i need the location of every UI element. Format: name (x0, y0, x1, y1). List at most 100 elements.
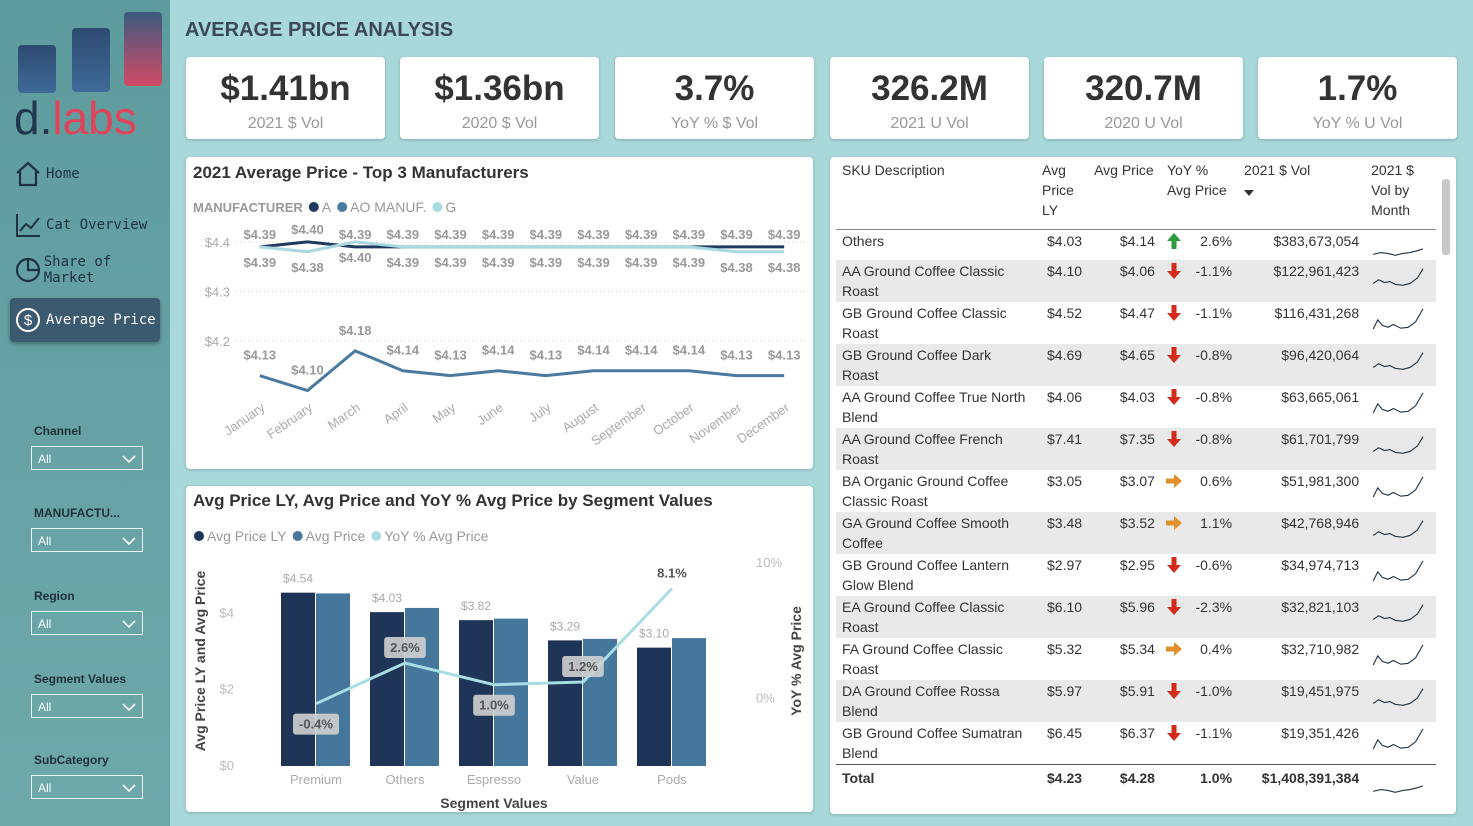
column-header[interactable]: Avg Price LY (1041, 162, 1074, 218)
sparkline (1372, 519, 1424, 538)
sidebar: d.labs Home Cat Overview Share of Market $ A… (0, 0, 170, 826)
filter-dropdown[interactable]: All (31, 611, 143, 635)
arrow (1166, 388, 1181, 405)
sparkline-cell (1365, 763, 1436, 797)
table-row[interactable]: GB Ground Coffee Dark Roast $4.69 $4.65 -0.… (836, 343, 1436, 386)
trend-arrow (1166, 388, 1181, 405)
arrow (1165, 473, 1182, 488)
table-row[interactable]: DA Ground Coffee Rossa Blend $5.97 $5.91 -1… (836, 679, 1436, 722)
nav-item[interactable]: Home (10, 152, 160, 196)
dropdown-chevron (122, 703, 136, 712)
vol-cell: $383,673,054 (1273, 232, 1360, 249)
sparkline (1372, 351, 1424, 370)
x-axis-title: Segment Values (440, 795, 548, 811)
kpi-value: 326.2M (871, 69, 988, 108)
kpi-label: 2021 U Vol (890, 115, 969, 132)
table-row[interactable]: AA Ground Coffee French Roast $7.41 $7.35-… (836, 427, 1436, 470)
data-label: $4.13 (768, 348, 801, 363)
table-row[interactable]: GB Ground Coffee Classic Roast $4.52 $4.47… (836, 302, 1436, 344)
nav-item[interactable]: $ Average Price (10, 298, 160, 342)
yoy-cell: 1.1% (1183, 511, 1239, 554)
line-chart-card: 2021 Average Price - Top 3 Manufacturers… (186, 157, 813, 469)
nav-item[interactable]: Cat Overview (10, 203, 160, 247)
kpi-value: 1.7% (1317, 69, 1398, 108)
table-row[interactable]: GB Ground Coffee Lantern Glow Blend $2.97… (836, 554, 1436, 596)
table-row[interactable]: AA Ground Coffee Classic Roast $4.10 $4.06… (836, 259, 1436, 302)
y2-tick-label: 0% (756, 690, 775, 705)
sparkline-path (1372, 687, 1424, 706)
data-label: $4.13 (530, 348, 563, 363)
table-row[interactable]: GA Ground Coffee Smooth Coffee $3.48 $3.52… (836, 511, 1436, 554)
x-tick-label: August (559, 399, 601, 435)
total-row: Total $4.23 $4.28 1.0% $1,408,391,384 (836, 763, 1436, 797)
sparkline (1372, 687, 1424, 706)
legend-marker (308, 202, 319, 212)
x-tick-label: November (686, 399, 744, 446)
sparkline-cell (1365, 302, 1436, 344)
table-row[interactable]: Others $4.03 $4.14 2.6% $383,673,054 (836, 229, 1436, 260)
arrow (1166, 346, 1181, 363)
data-label: $4.39 (482, 227, 515, 242)
bar (494, 618, 528, 766)
yoy-cell: 0.4% (1200, 640, 1233, 657)
x-tick-label: Espresso (467, 772, 521, 787)
trend-arrow (1166, 724, 1181, 741)
table-row[interactable]: GB Ground Coffee Sumatran Blend $6.45 $6.3… (836, 722, 1436, 765)
filter-dropdown[interactable]: All (31, 446, 143, 470)
chart-title: 2021 Average Price - Top 3 Manufacturers (193, 163, 529, 182)
table-row[interactable]: EA Ground Coffee Classic Roast $6.10 $5.96… (836, 595, 1436, 638)
filter-value: All (38, 700, 52, 714)
x-tick-label: Value (567, 772, 599, 787)
column-header[interactable]: 2021 $ Vol (1238, 157, 1365, 229)
column-header[interactable]: SKU Description (842, 162, 945, 178)
avg-price-cell: $4.06 (1088, 259, 1161, 302)
y2-axis-title: YoY % Avg Price (788, 606, 804, 716)
arrow (1166, 304, 1181, 321)
dropdown-chevron (122, 537, 136, 546)
yoy-cell: -0.8% (1195, 388, 1233, 405)
nav-item[interactable]: Share of Market (10, 248, 160, 292)
avg-price-ly-cell: $6.10 (1035, 595, 1089, 638)
data-label: 1.0% (479, 698, 509, 713)
arrow (1166, 724, 1181, 741)
sparkline-path (1373, 247, 1424, 256)
kpi-label: 2021 $ Vol (247, 115, 324, 132)
column-header[interactable]: YoY % Avg Price (1166, 162, 1227, 198)
yoy-cell: -2.3% (1183, 595, 1239, 638)
column-header[interactable]: 2021 $ Vol by Month (1371, 162, 1414, 218)
x-tick-label: May (429, 399, 458, 426)
table-row[interactable]: AA Ground Coffee True North Blend $4.06 $4… (836, 386, 1436, 428)
legend-label: AO MANUF. (350, 199, 426, 215)
data-label: $4.39 (768, 227, 801, 242)
x-tick-label: Premium (290, 772, 342, 787)
vol-cell: $63,665,061 (1281, 388, 1360, 405)
y-tick-label: $0 (220, 758, 234, 773)
filter-value: All (38, 534, 52, 548)
logo-part: labs (52, 92, 136, 140)
filter-dropdown[interactable]: All (31, 694, 143, 718)
data-label: $4.39 (625, 227, 658, 242)
filter-dropdown[interactable]: All (31, 528, 143, 552)
filter-dropdown[interactable]: All (31, 775, 143, 799)
trend-cell (1161, 302, 1184, 344)
table-row[interactable]: FA Ground Coffee Classic Roast $5.32 $5.34… (836, 638, 1436, 680)
data-label: $4.39 (577, 227, 610, 242)
series-line (315, 587, 674, 706)
sparkline (1372, 267, 1424, 286)
avg-price-ly-cell: $4.52 (1047, 304, 1083, 321)
nav-icon (16, 214, 40, 237)
sparkline (1372, 560, 1424, 581)
bar (405, 607, 439, 766)
data-label: $4.39 (339, 227, 372, 242)
data-label: $3.10 (639, 627, 669, 641)
table-row[interactable]: BA Organic Ground Coffee Classic Roast $3… (836, 470, 1436, 512)
chevron (122, 784, 136, 793)
arrow (1166, 598, 1181, 615)
vol-cell: $61,701,799 (1238, 427, 1366, 470)
vol-cell: $122,961,423 (1238, 259, 1366, 302)
bar (459, 620, 493, 766)
filter-label: MANUFACTU... (34, 506, 120, 520)
kpi-card: 3.7% YoY % $ Vol (615, 57, 814, 139)
column-header[interactable]: Avg Price (1094, 162, 1154, 178)
trend-cell (1161, 386, 1184, 428)
